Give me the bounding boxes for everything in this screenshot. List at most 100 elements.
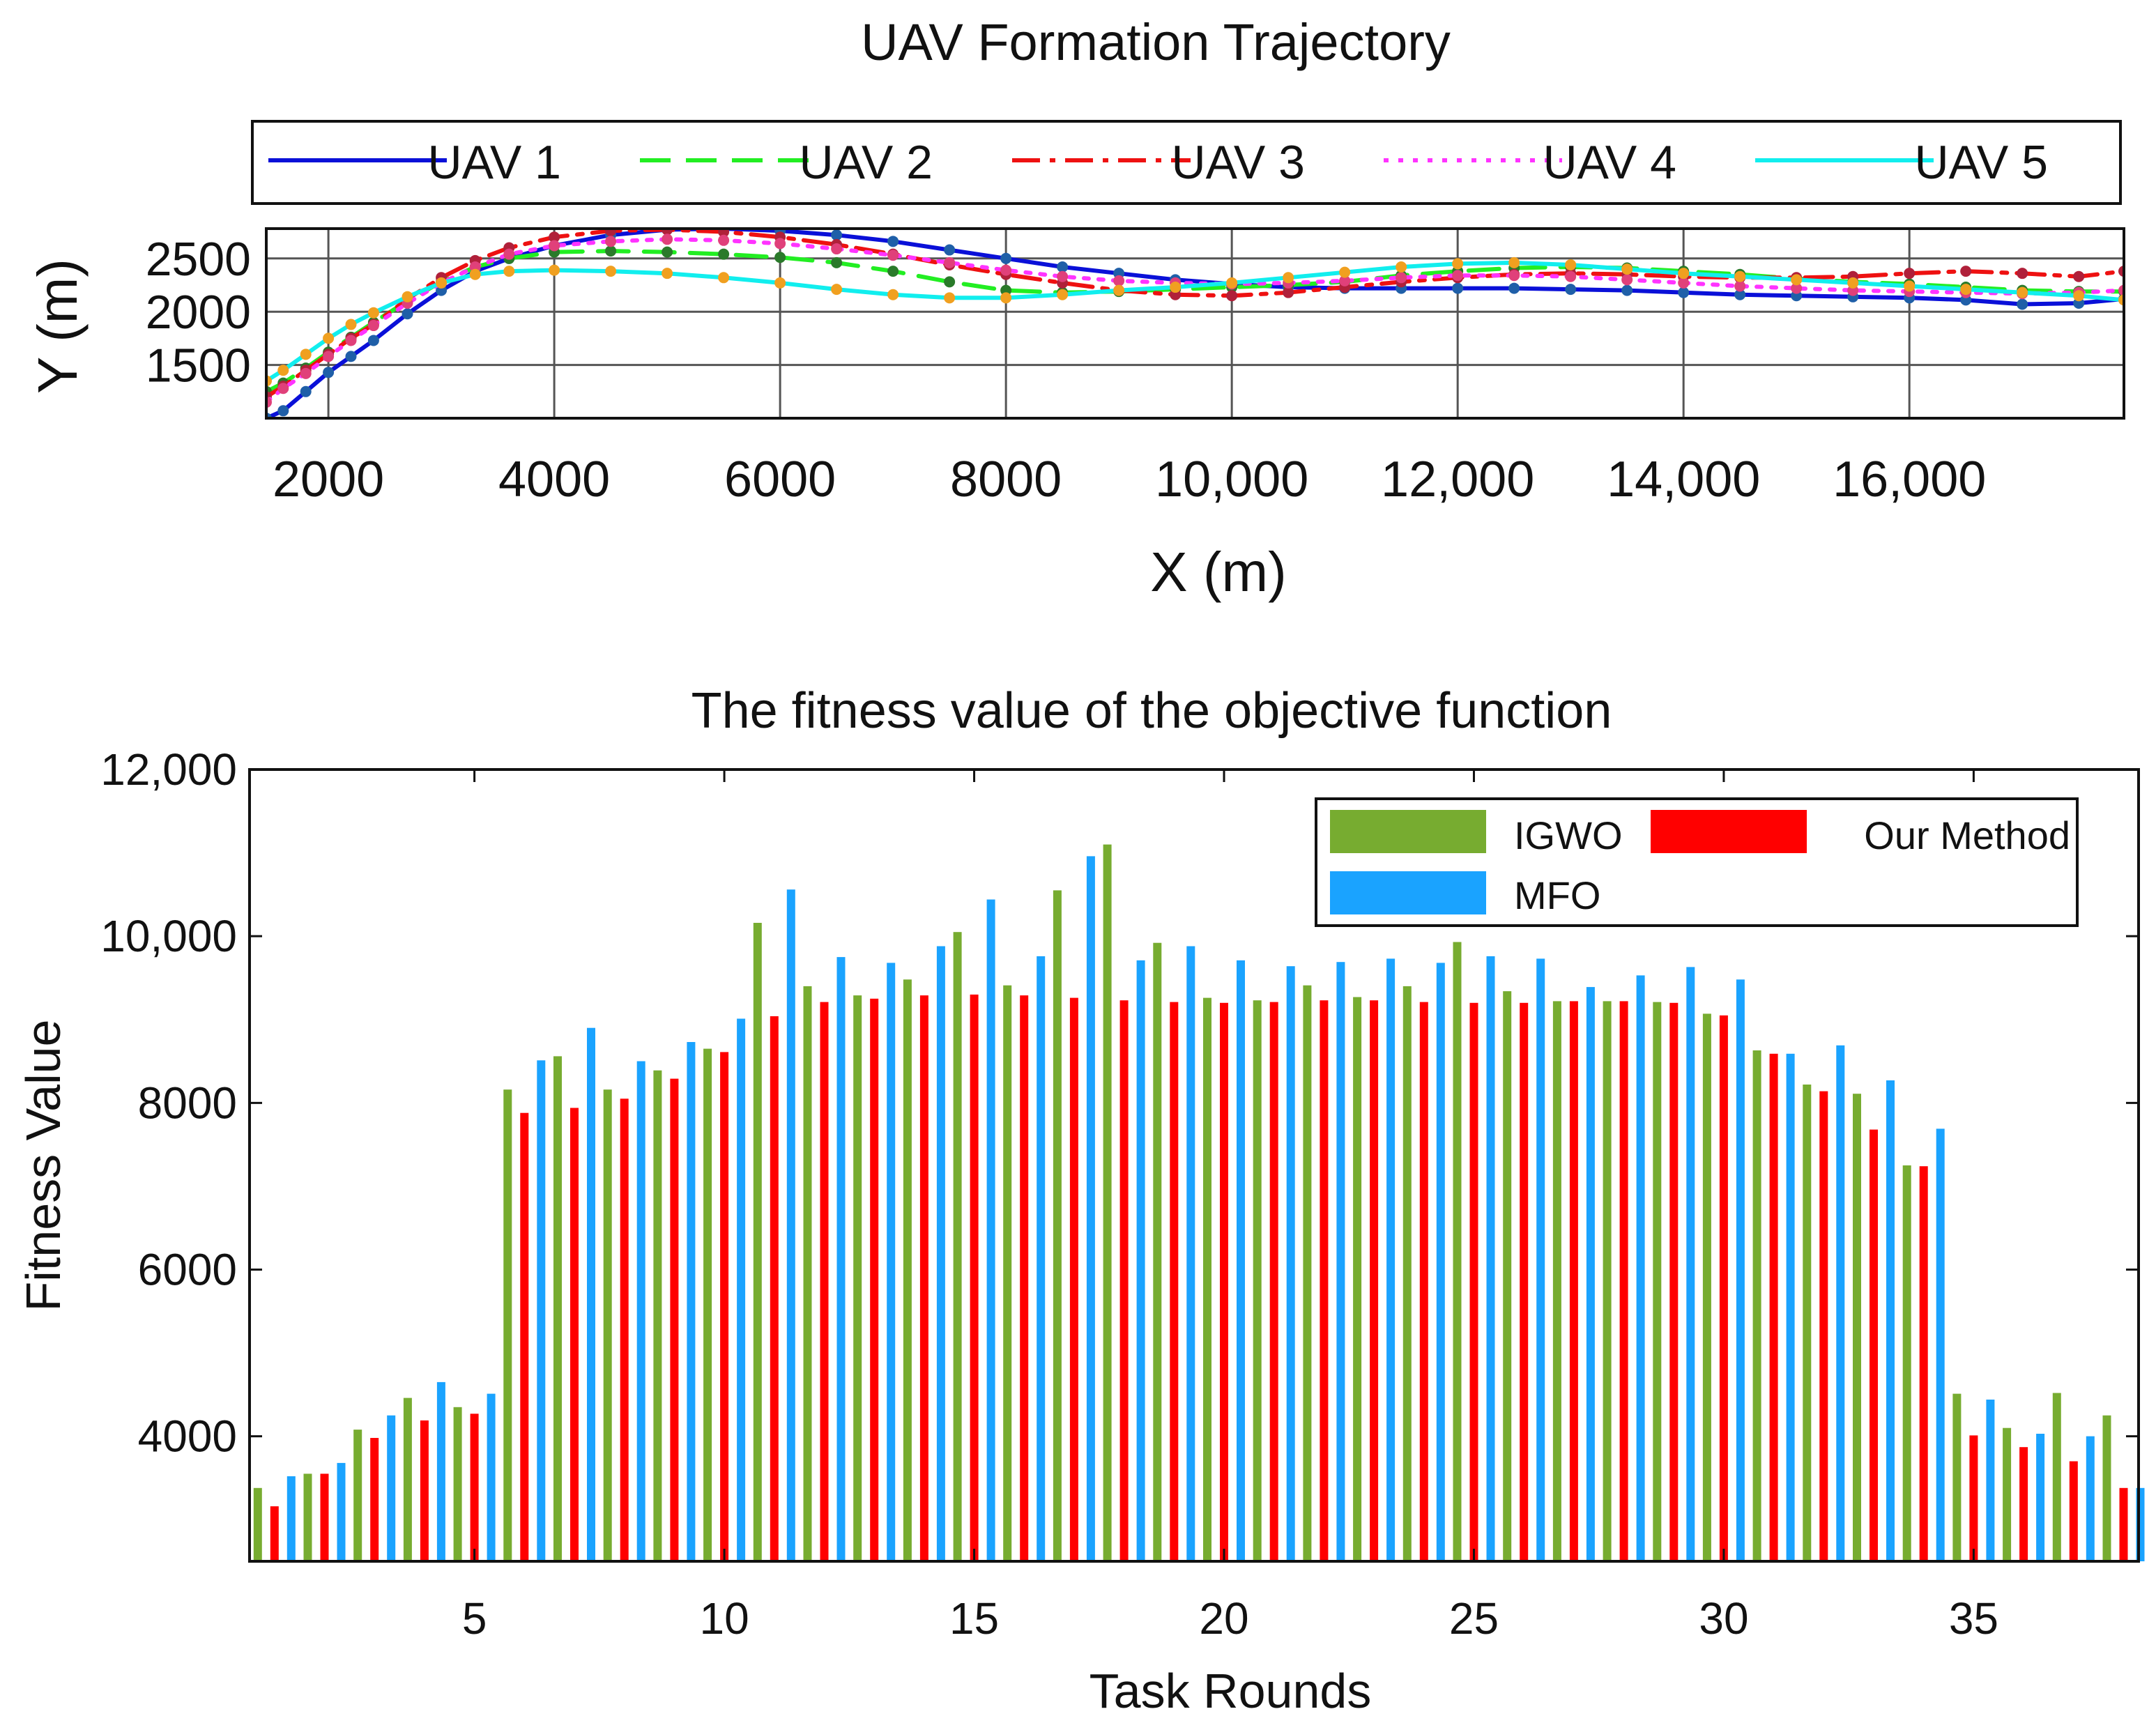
fitness-x-tick-label: 35	[1949, 1593, 1998, 1644]
trajectory-point-uav-5	[469, 268, 481, 280]
fitness-bar-mfo	[887, 963, 896, 1561]
trajectory-point-uav-1	[367, 335, 379, 346]
fitness-bar-mfo	[1736, 979, 1745, 1561]
trajectory-point-uav-5	[549, 264, 560, 276]
trajectory-point-uav-3	[1960, 266, 1972, 277]
trajectory-point-uav-4	[774, 238, 786, 250]
trajectory-point-uav-4	[1621, 274, 1633, 286]
fitness-bar-igwo	[1752, 1050, 1761, 1561]
fitness-plot-frame	[248, 768, 2140, 1563]
trajectory-point-uav-5	[1113, 284, 1125, 296]
fitness-bar-mfo	[1636, 975, 1645, 1561]
trajectory-point-uav-3	[549, 231, 560, 243]
trajectory-point-uav-2	[831, 256, 843, 268]
trajectory-point-uav-2	[605, 245, 617, 257]
trajectory-point-uav-5	[1339, 266, 1351, 278]
trajectory-y-tick-label: 1500	[146, 339, 251, 392]
trajectory-point-uav-5	[1452, 258, 1464, 270]
trajectory-point-uav-5	[774, 277, 786, 289]
trajectory-y-tick-label: 2000	[146, 286, 251, 339]
trajectory-point-uav-1	[2017, 298, 2028, 310]
trajectory-point-uav-5	[300, 349, 312, 360]
fitness-bar-our-method	[270, 1506, 279, 1561]
trajectory-point-uav-1	[300, 385, 312, 397]
trajectory-y-axis-label: Y (m)	[26, 259, 89, 394]
fitness-bar-our-method	[520, 1112, 529, 1561]
fitness-y-tick-label: 8000	[138, 1078, 237, 1128]
fitness-bar-igwo	[403, 1397, 412, 1561]
trajectory-legend-label-uav-3: UAV 3	[1172, 136, 1305, 189]
trajectory-point-uav-5	[1565, 259, 1577, 270]
fitness-bar-mfo	[1037, 956, 1046, 1561]
trajectory-y-tick-label: 2500	[146, 233, 251, 286]
fitness-bar-igwo	[703, 1048, 712, 1561]
trajectory-series-group	[266, 229, 2124, 418]
trajectory-x-axis-label: X (m)	[1150, 541, 1287, 603]
fitness-bar-igwo	[2102, 1415, 2111, 1561]
fitness-bar-our-method	[1469, 1002, 1478, 1561]
fitness-bar-mfo	[286, 1476, 296, 1561]
fitness-y-tick-label: 10,000	[100, 911, 237, 961]
trajectory-point-uav-4	[1339, 275, 1351, 286]
trajectory-x-tick-label: 12,000	[1381, 452, 1534, 507]
trajectory-point-uav-4	[605, 236, 617, 247]
fitness-bar-igwo	[1503, 991, 1512, 1561]
trajectory-legend-label-uav-2: UAV 2	[800, 136, 933, 189]
trajectory-point-uav-1	[402, 308, 413, 320]
fitness-chart-title: The fitness value of the objective funct…	[691, 683, 1612, 739]
trajectory-point-uav-4	[345, 335, 357, 346]
trajectory-plot-background	[266, 229, 2124, 418]
trajectory-point-uav-4	[1396, 272, 1407, 284]
fitness-bar-igwo	[1952, 1393, 1962, 1561]
fitness-bar-igwo	[653, 1070, 662, 1561]
fitness-legend-label-our-method: Our Method	[1864, 813, 2070, 857]
fitness-bar-igwo	[1153, 942, 1162, 1561]
fitness-bar-mfo	[1986, 1400, 1995, 1561]
trajectory-point-uav-5	[1396, 261, 1407, 273]
trajectory-point-uav-4	[300, 367, 312, 379]
fitness-bar-igwo	[803, 986, 812, 1561]
fitness-bar-mfo	[936, 946, 945, 1561]
fitness-bar-igwo	[1353, 997, 1362, 1561]
trajectory-x-tick-label: 4000	[498, 452, 610, 507]
fitness-bar-igwo	[1053, 890, 1062, 1561]
fitness-bar-igwo	[1603, 1001, 1612, 1561]
trajectory-point-uav-4	[1057, 270, 1069, 282]
fitness-bar-mfo	[1836, 1045, 1845, 1561]
fitness-y-tick-label: 6000	[138, 1244, 237, 1294]
fitness-y-tick-label: 4000	[138, 1411, 237, 1462]
trajectory-point-uav-2	[718, 248, 730, 260]
fitness-bar-mfo	[1086, 856, 1095, 1561]
fitness-bar-mfo	[1886, 1080, 1895, 1561]
trajectory-legend-label-uav-4: UAV 4	[1543, 136, 1676, 189]
trajectory-point-uav-2	[944, 276, 956, 288]
fitness-bar-igwo	[453, 1407, 462, 1561]
trajectory-point-uav-5	[1057, 289, 1069, 300]
fitness-bar-our-method	[1320, 1000, 1329, 1561]
fitness-legend-label-mfo: MFO	[1514, 873, 1600, 917]
trajectory-point-uav-5	[1000, 292, 1012, 304]
fitness-bar-our-method	[570, 1108, 579, 1561]
fitness-bar-mfo	[1286, 966, 1295, 1561]
fitness-bar-igwo	[1552, 1001, 1561, 1561]
fitness-bar-igwo	[1303, 985, 1312, 1561]
trajectory-point-uav-3	[605, 229, 617, 237]
trajectory-point-uav-4	[323, 351, 335, 362]
trajectory-point-uav-5	[2017, 286, 2028, 298]
fitness-legend-swatch-igwo	[1330, 810, 1486, 853]
fitness-x-tick-label: 20	[1199, 1593, 1248, 1644]
trajectory-point-uav-5	[503, 266, 515, 277]
trajectory-point-uav-3	[718, 229, 730, 238]
fitness-bar-igwo	[2052, 1393, 2061, 1561]
fitness-bar-mfo	[1386, 958, 1396, 1561]
trajectory-point-uav-5	[1170, 282, 1182, 293]
fitness-bar-our-method	[820, 1002, 829, 1561]
fitness-bar-igwo	[1902, 1165, 1911, 1561]
trajectory-point-uav-5	[1678, 268, 1690, 279]
fitness-legend-swatch-our-method	[1651, 810, 1807, 853]
fitness-bar-mfo	[636, 1061, 645, 1561]
fitness-bar-igwo	[303, 1473, 312, 1561]
trajectory-x-tick-label: 6000	[724, 452, 836, 507]
fitness-bar-igwo	[503, 1089, 512, 1561]
fitness-bar-mfo	[986, 899, 995, 1561]
